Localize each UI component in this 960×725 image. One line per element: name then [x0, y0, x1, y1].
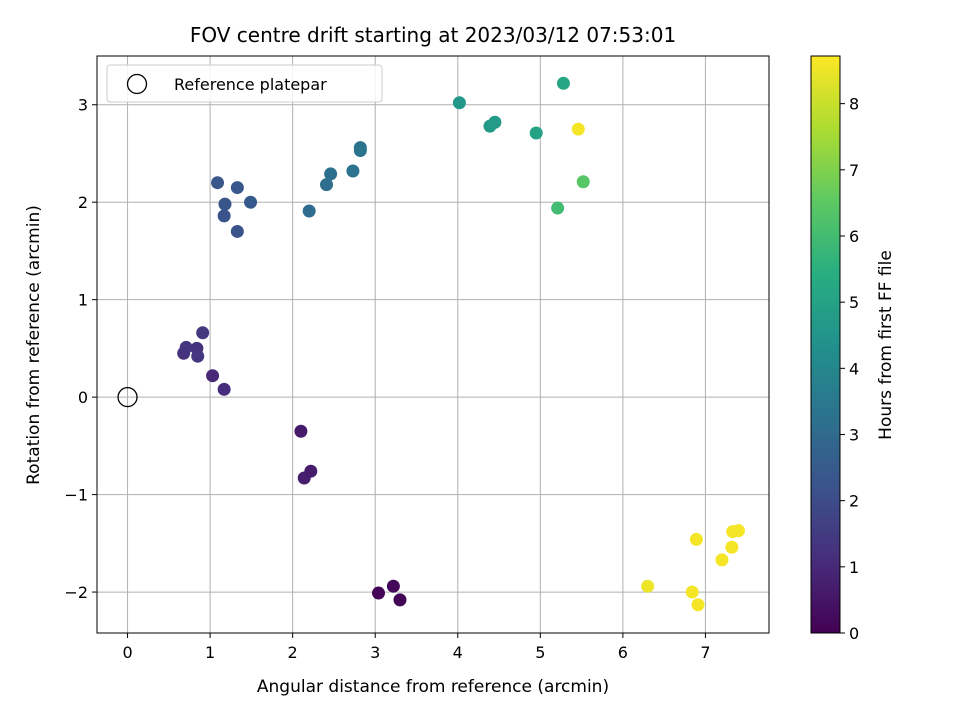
data-point [691, 598, 705, 612]
data-point [556, 76, 570, 90]
data-point [685, 585, 699, 599]
colorbar-tick-label: 5 [849, 293, 859, 312]
data-point [320, 178, 334, 192]
colorbar-tick-label: 2 [849, 492, 859, 511]
colorbar-tick-label: 6 [849, 227, 859, 246]
y-tick-label: −2 [64, 583, 88, 602]
x-axis-ticks: 0 1 2 3 4 5 6 7 [122, 633, 711, 662]
data-point [393, 593, 407, 607]
y-tick-label: 2 [78, 193, 88, 212]
legend-label-reference: Reference platepar [174, 75, 327, 94]
x-tick-label: 0 [122, 643, 132, 662]
colorbar [810, 55, 841, 634]
reference-point-marker [117, 386, 138, 408]
grid [97, 56, 769, 633]
data-point [715, 553, 729, 567]
x-tick-label: 4 [453, 643, 463, 662]
colorbar-label: Hours from first FF file [876, 250, 896, 440]
colorbar-tick-label: 8 [849, 95, 859, 114]
data-point [576, 175, 590, 189]
y-tick-label: −1 [64, 486, 88, 505]
data-point [217, 382, 231, 396]
x-axis-label: Angular distance from reference (arcmin) [257, 677, 609, 697]
data-point [346, 164, 360, 178]
data-point [230, 224, 244, 238]
data-point [196, 326, 210, 340]
data-point [386, 579, 400, 593]
data-point [191, 349, 205, 363]
data-point [294, 424, 308, 438]
colorbar-tick-label: 3 [849, 425, 859, 444]
plot-frame [96, 55, 770, 634]
colorbar-tick-label: 0 [849, 624, 859, 643]
legend: Reference platepar [106, 64, 383, 103]
legend-box [106, 64, 383, 103]
data-point [725, 540, 739, 554]
data-point [211, 176, 225, 190]
data-point [529, 126, 543, 140]
data-point [217, 209, 231, 223]
data-point [452, 96, 466, 110]
x-tick-label: 1 [205, 643, 215, 662]
data-point [488, 115, 502, 129]
data-point [302, 204, 316, 218]
y-axis-label: Rotation from reference (arcmin) [24, 205, 44, 485]
x-tick-label: 7 [700, 643, 710, 662]
colorbar-ticks: 0 1 2 3 4 5 6 7 8 [840, 95, 859, 643]
data-point [324, 167, 338, 181]
y-tick-label: 0 [78, 388, 88, 407]
data-point [230, 181, 244, 195]
data-point [571, 122, 585, 136]
colorbar-tick-label: 7 [849, 161, 859, 180]
data-point [304, 464, 318, 478]
data-point [641, 579, 655, 593]
data-point [206, 369, 220, 383]
data-point [218, 197, 232, 211]
data-point [353, 141, 367, 155]
colorbar-tick-label: 4 [849, 359, 859, 378]
chart-title: FOV centre drift starting at 2023/03/12 … [190, 23, 676, 47]
data-point [731, 524, 745, 538]
data-point [372, 586, 386, 600]
x-tick-label: 6 [618, 643, 628, 662]
colorbar-tick-label: 1 [849, 558, 859, 577]
x-tick-label: 2 [288, 643, 298, 662]
y-tick-label: 3 [78, 96, 88, 115]
data-point [244, 195, 258, 209]
data-points [117, 76, 745, 612]
data-point [179, 340, 193, 354]
data-point [551, 201, 565, 215]
y-axis-ticks: −2 −1 0 1 2 3 [64, 96, 97, 602]
data-point [689, 532, 703, 546]
x-tick-label: 5 [535, 643, 545, 662]
y-tick-label: 1 [78, 291, 88, 310]
legend-marker-reference [126, 73, 148, 95]
x-tick-label: 3 [370, 643, 380, 662]
